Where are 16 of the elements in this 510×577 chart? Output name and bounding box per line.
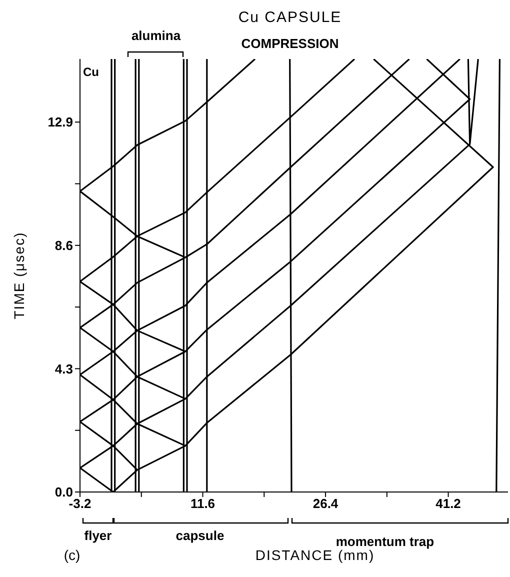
x-axis-title: DISTANCE (mm) — [255, 547, 375, 563]
chart-subtitle: COMPRESSION — [241, 36, 339, 51]
x-tick-label: 26.4 — [312, 496, 339, 512]
chart-title: Cu CAPSULE — [238, 9, 342, 26]
x-tick-label: 41.2 — [436, 496, 461, 512]
y-tick-label: 12.9 — [48, 114, 73, 130]
text: alumina — [131, 28, 182, 43]
text: capsule — [176, 528, 224, 543]
text: (c) — [64, 547, 80, 563]
y-tick-label: 4.3 — [54, 361, 73, 376]
text: momentum trap — [336, 534, 434, 549]
text: flyer — [84, 528, 112, 543]
y-axis-title: TIME (μsec) — [11, 232, 27, 320]
y-tick-label: 8.6 — [54, 238, 73, 254]
annotation: Cu — [83, 65, 99, 79]
x-tick-label: 11.6 — [190, 496, 216, 512]
